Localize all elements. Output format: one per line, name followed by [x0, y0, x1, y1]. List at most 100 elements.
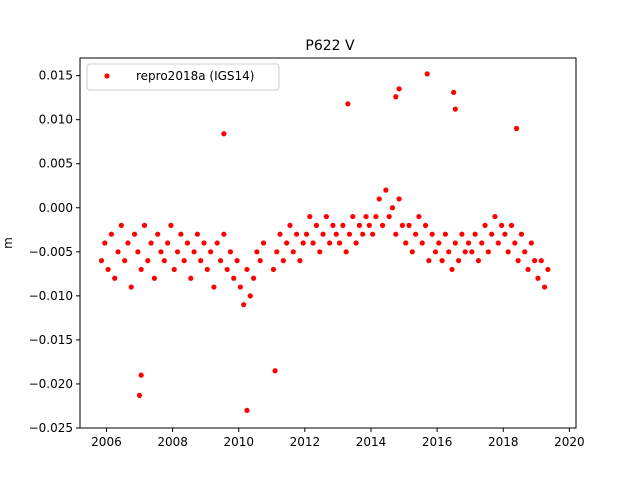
y-tick-label: −0.025 — [29, 421, 73, 435]
x-axis: 2006 2008 2010 2012 2014 2016 2018 2020 — [91, 428, 585, 449]
data-point — [424, 71, 430, 77]
data-point — [345, 101, 351, 107]
data-point — [171, 266, 177, 273]
data-point — [208, 249, 214, 255]
data-point — [148, 240, 154, 246]
data-point — [429, 231, 435, 237]
data-point — [532, 258, 538, 264]
data-point — [502, 231, 508, 237]
data-point — [383, 187, 389, 193]
data-point — [317, 249, 323, 255]
x-tick-label: 2016 — [422, 435, 453, 449]
data-point — [456, 258, 462, 264]
data-point — [145, 258, 151, 264]
data-point — [350, 213, 356, 220]
data-point — [118, 222, 124, 228]
data-point — [340, 222, 346, 228]
data-point — [373, 213, 379, 220]
data-point — [168, 222, 174, 228]
data-point — [508, 222, 515, 228]
data-point — [446, 249, 452, 255]
data-point — [513, 125, 520, 132]
data-point — [284, 240, 290, 246]
data-point — [459, 231, 465, 237]
data-point — [432, 249, 439, 255]
data-point — [333, 231, 339, 237]
data-point — [426, 258, 432, 264]
data-points — [98, 71, 551, 413]
data-point — [479, 240, 485, 246]
data-point — [125, 240, 131, 246]
data-point — [336, 240, 343, 246]
data-point — [452, 240, 458, 246]
data-point — [112, 275, 118, 281]
data-point — [178, 231, 184, 237]
data-point — [451, 89, 457, 95]
data-point — [356, 222, 363, 228]
data-point — [244, 407, 250, 413]
data-point — [241, 302, 247, 308]
data-point — [237, 284, 243, 290]
data-point — [224, 266, 230, 273]
data-point — [320, 231, 326, 237]
data-point — [274, 249, 280, 255]
data-point — [416, 213, 422, 220]
data-point — [270, 266, 277, 273]
data-point — [489, 231, 495, 237]
data-point — [247, 293, 253, 299]
x-tick-label: 2010 — [223, 435, 254, 449]
data-point — [307, 213, 313, 220]
plot-frame — [79, 57, 577, 429]
data-point — [221, 131, 227, 137]
data-point — [515, 258, 521, 264]
data-point — [221, 231, 227, 237]
data-point — [346, 231, 353, 237]
data-point — [287, 222, 293, 228]
data-point — [174, 249, 181, 255]
data-point — [254, 249, 260, 255]
data-point — [201, 240, 207, 246]
data-point — [131, 231, 138, 237]
data-point — [499, 222, 505, 228]
data-point — [525, 266, 531, 273]
legend-box — [86, 63, 280, 91]
data-point — [436, 240, 442, 246]
data-point — [419, 240, 425, 246]
data-point — [495, 240, 501, 246]
data-point — [343, 249, 349, 255]
data-point — [244, 266, 250, 273]
y-tick-label: 0.000 — [39, 201, 73, 215]
data-point — [251, 275, 257, 281]
data-point — [138, 266, 144, 273]
data-point — [122, 258, 128, 264]
data-point — [442, 231, 448, 237]
data-point — [135, 249, 141, 255]
y-tick-label: 0.015 — [39, 69, 73, 83]
data-point — [485, 249, 491, 255]
data-point — [231, 275, 237, 281]
data-point — [465, 240, 472, 246]
data-point — [472, 231, 478, 237]
x-tick-label: 2014 — [356, 435, 387, 449]
data-point — [323, 213, 329, 220]
data-point — [188, 275, 194, 281]
data-point — [257, 258, 263, 264]
data-point — [406, 222, 412, 228]
data-point — [545, 266, 551, 273]
data-point — [393, 94, 399, 100]
data-point — [360, 231, 366, 237]
chart-title: P622 V — [305, 38, 355, 54]
data-point — [128, 284, 134, 290]
data-point — [528, 240, 534, 246]
data-point — [389, 205, 396, 211]
data-point — [227, 249, 234, 255]
data-point — [211, 284, 217, 290]
legend-label: repro2018a (IGS14) — [136, 69, 254, 83]
data-point — [181, 258, 187, 264]
y-axis: −0.025 −0.020 −0.015 −0.010 −0.005 0.000 0.005… — [29, 69, 80, 435]
data-point — [475, 258, 482, 264]
data-point — [313, 222, 320, 228]
data-point — [161, 258, 167, 264]
data-point — [449, 266, 455, 273]
data-point — [379, 222, 386, 228]
